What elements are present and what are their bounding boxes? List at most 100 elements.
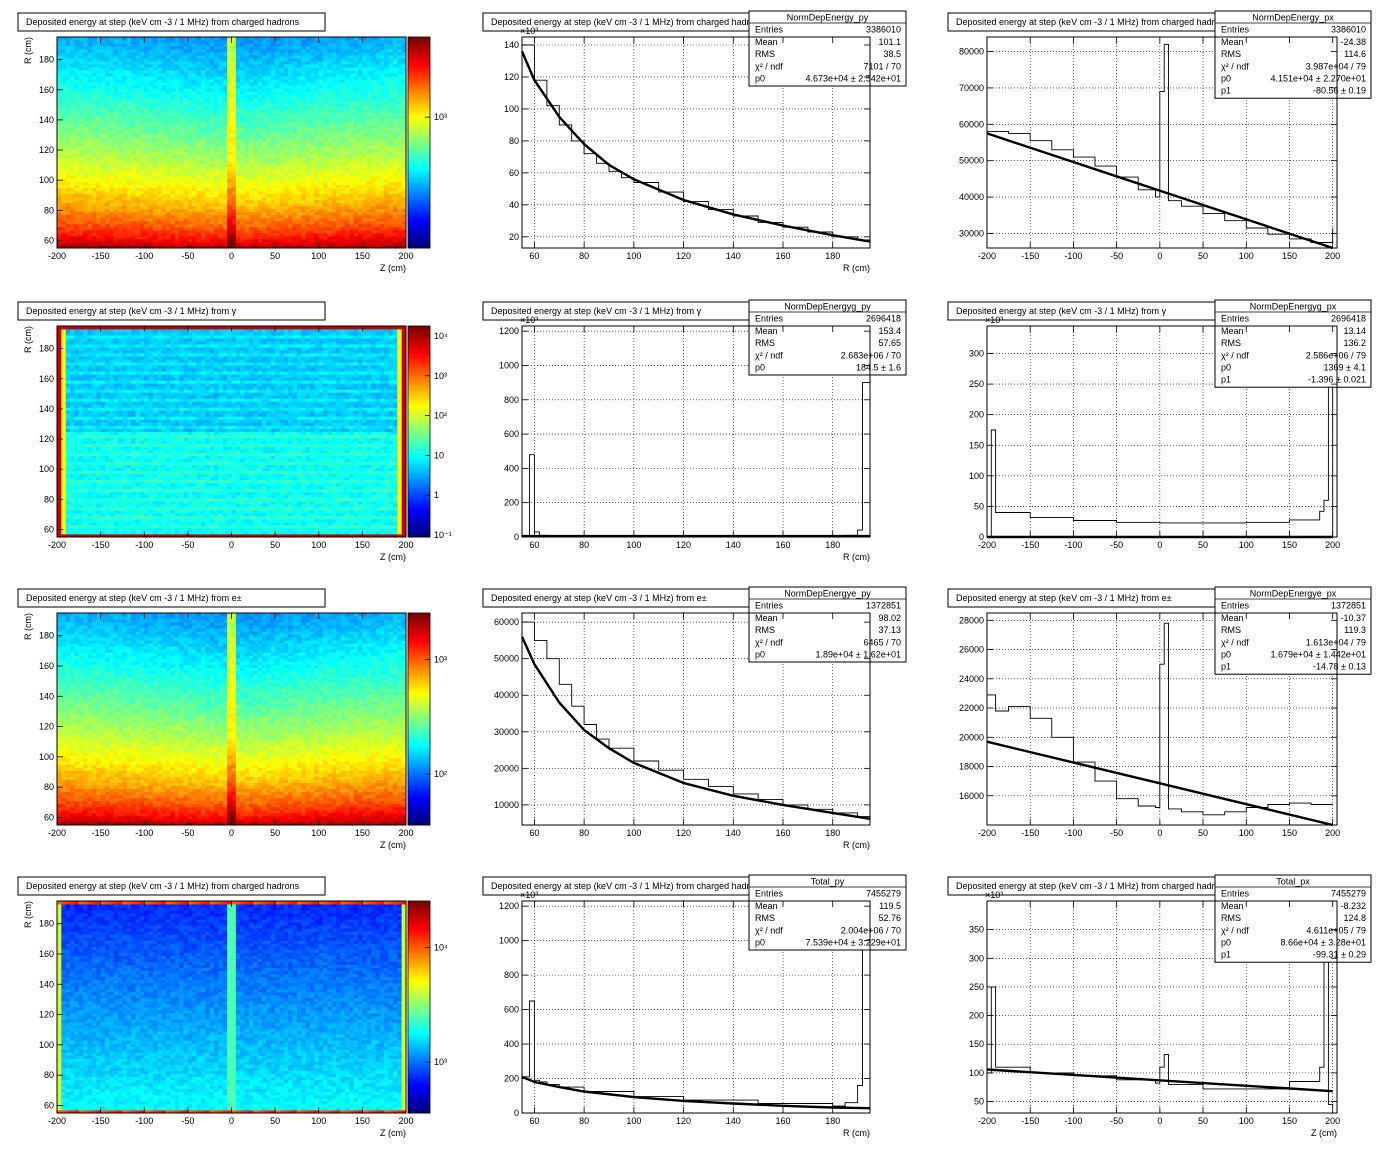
heatmap-cell xyxy=(96,238,102,243)
heatmap-cell xyxy=(296,169,302,174)
heatmap-cell xyxy=(100,142,106,146)
heatmap-cell xyxy=(248,136,254,140)
heatmap-cell xyxy=(362,73,368,77)
heatmap-cell xyxy=(70,58,75,62)
heatmap-cell xyxy=(353,103,359,107)
heatmap-cell xyxy=(174,118,180,122)
heatmap-cell xyxy=(118,118,123,122)
heatmap-cell xyxy=(192,100,197,104)
heatmap-cell xyxy=(131,64,136,68)
heatmap-cell xyxy=(279,40,285,44)
heatmap-cell xyxy=(314,88,320,92)
heatmap-cell xyxy=(65,100,71,104)
heatmap-cell xyxy=(231,106,237,110)
heatmap-cell xyxy=(122,190,128,195)
heatmap-cell xyxy=(161,106,167,110)
heatmap-cell xyxy=(131,88,136,92)
heatmap-cell xyxy=(227,169,232,174)
heatmap-cell xyxy=(222,79,228,83)
heatmap-cell xyxy=(183,139,189,143)
heatmap-cell xyxy=(174,97,180,101)
heatmap-cell xyxy=(262,178,267,183)
heatmap-cell xyxy=(174,88,180,92)
heatmap-cell xyxy=(214,208,219,213)
heatmap-cell xyxy=(70,190,75,195)
heatmap-cell xyxy=(65,40,71,44)
heatmap-cell xyxy=(257,127,263,131)
heatmap-cell xyxy=(57,205,62,210)
heatmap-cell xyxy=(187,205,193,210)
heatmap-cell xyxy=(109,160,115,164)
heatmap-cell xyxy=(74,97,80,101)
heatmap-cell xyxy=(331,40,337,44)
heatmap-cell xyxy=(183,37,189,41)
heatmap-cell xyxy=(170,61,176,65)
heatmap-cell xyxy=(78,220,84,225)
heatmap-cell xyxy=(209,223,215,228)
heatmap-cell xyxy=(144,124,150,128)
heatmap-cell xyxy=(257,49,263,53)
heatmap-cell xyxy=(218,67,224,71)
heatmap-cell xyxy=(61,79,67,83)
heatmap-cell xyxy=(266,124,272,128)
heatmap-cell xyxy=(296,94,302,98)
heatmap-cell xyxy=(104,196,110,201)
heatmap-cell xyxy=(301,109,307,113)
heatmap-cell xyxy=(113,160,119,164)
heatmap-cell xyxy=(144,37,150,41)
heatmap-cell xyxy=(222,49,228,53)
heatmap-cell xyxy=(292,82,298,86)
heatmap-cell xyxy=(214,91,219,95)
heatmap-cell xyxy=(166,115,171,119)
heatmap-cell xyxy=(218,154,224,158)
heatmap-cell xyxy=(227,67,232,71)
heatmap-cell xyxy=(83,208,88,213)
heatmap-cell xyxy=(122,49,128,53)
heatmap-cell xyxy=(288,214,293,219)
heatmap-cell xyxy=(152,232,158,237)
heatmap-cell xyxy=(174,169,180,174)
heatmap-cell xyxy=(257,175,263,180)
heatmap-cell xyxy=(301,214,307,219)
heatmap-cell xyxy=(131,70,136,74)
heatmap-cell xyxy=(122,52,128,56)
heatmap-cell xyxy=(157,127,163,131)
heatmap-cell xyxy=(139,121,145,125)
heatmap-cell xyxy=(240,193,245,198)
heatmap-cell xyxy=(166,76,171,80)
heatmap-cell xyxy=(227,52,232,56)
heatmap-cell xyxy=(327,157,333,161)
heatmap-cell xyxy=(314,160,320,164)
heatmap-cell xyxy=(323,232,328,237)
heatmap-cell xyxy=(57,94,62,98)
heatmap-cell xyxy=(179,136,184,140)
heatmap-cell xyxy=(358,205,363,210)
heatmap-cell xyxy=(253,142,259,146)
heatmap-cell xyxy=(257,148,263,152)
heatmap-cell xyxy=(214,142,219,146)
heatmap-cell xyxy=(358,124,363,128)
heatmap-cell xyxy=(323,169,328,174)
heatmap-cell xyxy=(279,79,285,83)
heatmap-cell xyxy=(70,97,75,101)
heatmap-cell xyxy=(323,64,328,68)
heatmap-cell xyxy=(218,193,224,198)
heatmap-cell xyxy=(157,223,163,228)
heatmap-cell xyxy=(61,163,67,168)
heatmap-cell xyxy=(126,217,132,222)
heatmap-cell xyxy=(222,160,228,164)
heatmap-cell xyxy=(353,76,359,80)
heatmap-cell xyxy=(166,130,171,134)
heatmap-cell xyxy=(218,172,224,177)
heatmap-cell xyxy=(231,241,237,246)
heatmap-cell xyxy=(314,214,320,219)
heatmap-cell xyxy=(305,235,311,240)
heatmap-cell xyxy=(344,121,350,125)
heatmap-cell xyxy=(70,103,75,107)
heatmap-cell xyxy=(170,178,176,183)
heatmap-cell xyxy=(126,112,132,116)
heatmap-cell xyxy=(240,169,245,174)
heatmap-cell xyxy=(331,100,337,104)
heatmap-cell xyxy=(336,190,341,195)
heatmap-cell xyxy=(200,163,206,168)
